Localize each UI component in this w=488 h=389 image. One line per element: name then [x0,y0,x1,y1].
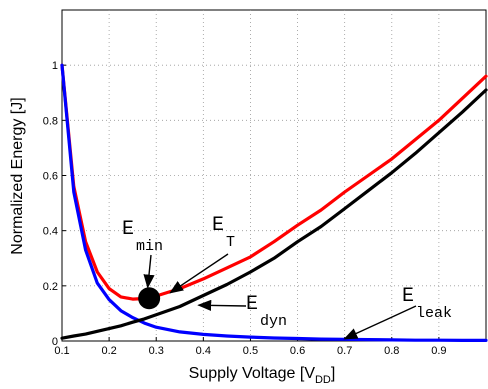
y-axis-ticks: 0 0.2 0.4 0.6 0.8 1 [43,60,66,348]
x-tick-label: 0.5 [243,345,258,357]
series-line-dyn [60,88,488,340]
y-tick-label: 1 [52,60,58,72]
annotation-arrow-eleak [343,305,417,340]
y-tick-label: 0.6 [43,171,58,183]
minimum-energy-point [138,287,161,310]
series-line-total [60,63,488,301]
x-tick-label: 0.4 [196,345,211,357]
annotation-eleak: Eleak [402,285,452,322]
annotation-arrow-edyn [197,299,247,311]
x-tick-label: 0.1 [54,345,69,357]
x-tick-label: 0.2 [101,345,116,357]
x-tick-label: 0.9 [431,345,446,357]
x-tick-label: 0.8 [384,345,399,357]
annotation-et: ET [212,214,235,251]
x-tick-label: 0.7 [337,345,352,357]
series-group [60,63,488,342]
x-axis-label: Supply Voltage [VDD] [189,365,336,386]
y-tick-label: 0.8 [43,115,58,127]
y-axis-label: Normalized Energy [J] [9,97,26,254]
y-tick-label: 0.2 [43,281,58,293]
annotations: Emin ET Edyn Eleak [122,214,452,340]
annotation-arrow-et [169,253,229,294]
grid [62,10,486,341]
annotation-edyn: Edyn [246,293,287,330]
annotation-arrow-emin [143,254,155,289]
x-tick-label: 0.3 [149,345,164,357]
y-tick-label: 0.4 [43,226,58,238]
x-tick-label: 0.6 [290,345,305,357]
series-line-leak [60,63,488,342]
y-tick-label: 0 [52,336,58,348]
annotation-emin: Emin [122,218,163,255]
